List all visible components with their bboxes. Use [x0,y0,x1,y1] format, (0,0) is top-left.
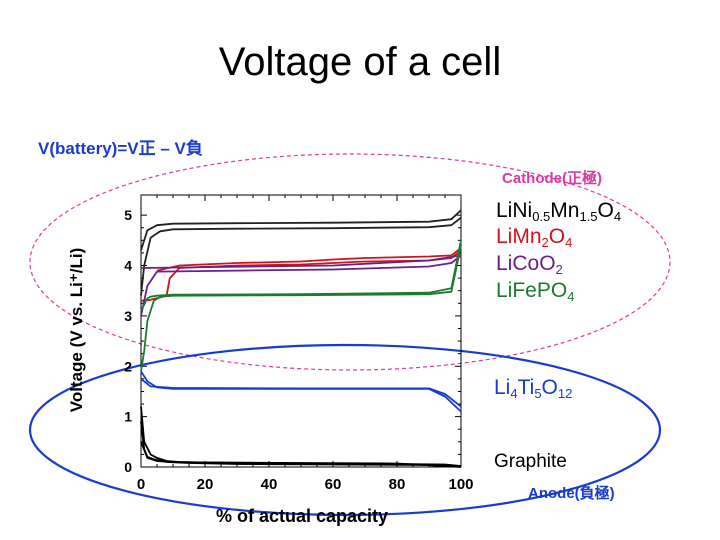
y-tick-label: 4 [124,258,132,274]
y-tick-label: 1 [124,409,132,425]
cathode-label: Cathode(正極) [502,169,602,187]
series-line-lifepo4 [140,240,462,312]
series-line-lifepo4 [140,245,462,372]
y-axis-label: Voltage (V vs. Li⁺/Li) [67,248,86,413]
plot-frame [140,194,462,468]
y-tick-label: 5 [124,207,132,223]
material-label-licoo2: LiCoO2 [496,252,563,277]
series-line-lini05mn15o4 [140,209,462,251]
x-axis-label: % of actual capacity [216,506,388,526]
x-tick-label: 20 [197,476,214,493]
series-line-graphite [140,421,462,468]
material-label-graphite: Graphite [494,451,567,472]
x-tick-label: 40 [261,476,278,493]
y-tick-label: 2 [124,358,132,374]
material-label-li4ti5o12: Li4Ti5O12 [494,376,572,401]
series-line-graphite [140,406,462,467]
y-tick-label: 0 [124,459,132,475]
battery-equation: V(battery)=V正 – V負 [38,139,203,158]
cathode-ellipse [29,153,671,371]
series-line-graphite [140,441,462,468]
x-tick-label: 100 [448,476,473,493]
x-tick-label: 0 [137,476,145,493]
series-line-licoo2 [140,254,462,269]
anode-ellipse [28,343,662,517]
series-line-li4ti5o12 [140,378,462,408]
series-line-li4ti5o12 [140,370,462,413]
series-line-licoo2 [140,254,462,317]
plot-area: 0 20 40 60 80 100 0 1 2 3 4 5 [124,194,474,493]
material-label-limn2o4: LiMn2O4 [496,225,572,250]
x-tick-label: 60 [325,476,342,493]
material-label-lifepo4: LiFePO4 [496,279,574,304]
material-label-lini05mn15o4: LiNi0.5Mn1.5O4 [496,199,621,224]
series-line-limn2o4 [156,247,462,272]
y-tick-label: 3 [124,308,132,324]
x-tick-label: 80 [389,476,406,493]
anode-label: Anode(負極) [528,484,615,502]
series-line-lini05mn15o4 [140,216,462,296]
slide-title: Voltage of a cell [218,40,502,84]
